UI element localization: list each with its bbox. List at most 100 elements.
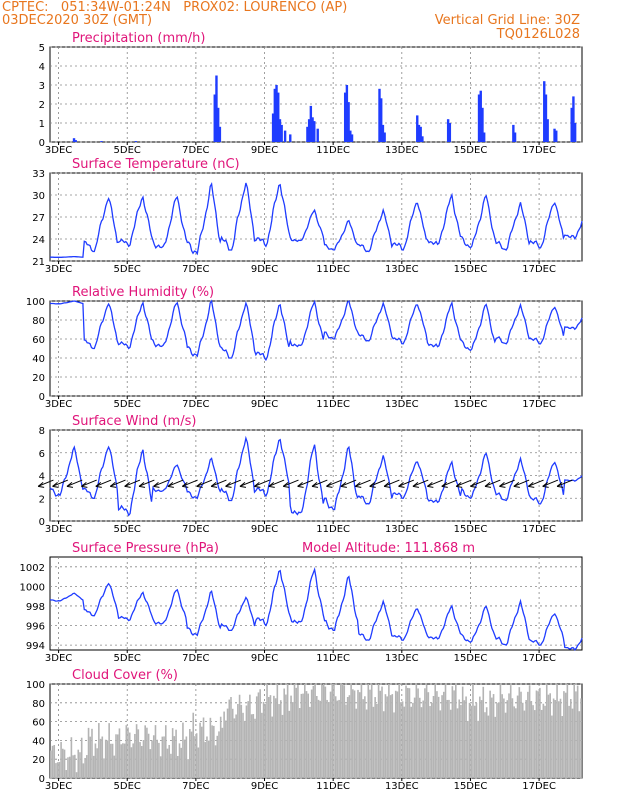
y-tick-label: 1002	[20, 563, 45, 574]
cloud-bar	[211, 725, 213, 778]
cloud-bar	[367, 684, 370, 778]
cloud-bar	[240, 704, 243, 778]
cloud-bar	[377, 684, 380, 778]
cloud-bar	[173, 736, 176, 778]
precip-bar	[380, 98, 383, 142]
wind-arrow	[455, 479, 472, 487]
cloud-bar	[527, 691, 529, 778]
cloud-bar	[549, 693, 551, 778]
cloud-bar	[201, 726, 203, 778]
x-tick-label: 15DEC	[454, 399, 488, 410]
cloud-bar	[532, 705, 534, 778]
cloud-bar	[99, 738, 102, 778]
y-tick-label: 40	[32, 354, 45, 365]
cloud-bar	[298, 708, 301, 778]
cloud-bar	[437, 696, 440, 778]
cloud-bar	[352, 689, 354, 778]
cloud-bar	[441, 695, 443, 778]
panel-title: Surface Temperature (nC)	[72, 157, 240, 172]
cloud-bar	[123, 743, 126, 778]
wind-arrowhead	[340, 481, 347, 488]
cloud-bar	[434, 684, 437, 778]
precip-bar	[482, 132, 486, 142]
cloud-bar	[341, 684, 344, 778]
cloud-bar	[460, 704, 462, 778]
x-tick-label: 15DEC	[454, 524, 488, 535]
cloud-bar	[254, 718, 256, 778]
cloud-bar	[62, 748, 64, 778]
cloud-bar	[98, 723, 100, 778]
cloud-bar	[233, 718, 236, 778]
precip-bar	[283, 130, 287, 142]
wind-arrow	[297, 479, 314, 487]
cloud-bar	[350, 684, 352, 778]
series-line	[50, 182, 583, 258]
cloud-bar	[463, 700, 466, 778]
cloud-bar	[274, 698, 277, 778]
precip-bar	[309, 105, 313, 142]
cloud-bar	[340, 684, 342, 778]
wind-arrow	[441, 479, 458, 487]
precip-bar	[316, 128, 319, 142]
wind-arrowhead	[412, 481, 420, 488]
cloud-bar	[336, 700, 339, 778]
panel-frame	[49, 300, 583, 397]
cloud-bar	[171, 728, 174, 778]
cloud-bar	[458, 699, 461, 778]
precip-bar	[479, 90, 482, 142]
cloud-bar	[439, 710, 442, 778]
y-tick-label: 5	[39, 43, 45, 54]
cloud-bar	[575, 691, 577, 778]
y-tick-label: 6	[39, 449, 45, 460]
cloud-bar	[391, 694, 394, 778]
cloud-bar	[228, 699, 231, 778]
cloud-bar	[451, 686, 454, 778]
precip-bar	[378, 88, 381, 142]
cloud-bar	[382, 711, 385, 778]
cloud-bar	[503, 698, 505, 778]
cloud-bar	[115, 734, 117, 778]
cloud-bar	[467, 720, 469, 778]
cloud-bar	[580, 698, 582, 778]
cloud-bar	[51, 745, 54, 778]
cloud-bar	[125, 725, 128, 778]
y-tick-label: 20	[32, 755, 45, 766]
x-tick-label: 11DEC	[316, 145, 350, 156]
y-tick-label: 0	[39, 774, 45, 785]
x-tick-label: 17DEC	[522, 264, 556, 275]
precip-bar	[544, 94, 548, 142]
x-tick-label: 3DEC	[45, 145, 72, 156]
cloud-bar	[252, 714, 255, 778]
cloud-bar	[154, 725, 157, 778]
cloud-bar	[521, 702, 524, 778]
wind-arrowhead	[181, 481, 189, 488]
wind-arrow	[470, 479, 487, 487]
cloud-bar	[453, 690, 455, 778]
cloud-bar	[190, 731, 193, 778]
cloud-bar	[479, 696, 481, 778]
cloud-bar	[290, 695, 292, 778]
cloud-bar	[207, 740, 210, 778]
y-tick-label: 40	[32, 736, 45, 747]
cloud-bar	[358, 692, 361, 778]
cloud-bar	[235, 714, 237, 778]
wind-arrowhead	[455, 481, 463, 488]
cloud-bar	[250, 714, 253, 778]
x-tick-label: 9DEC	[251, 653, 278, 664]
precip-bar	[553, 128, 556, 142]
precip-bar	[481, 107, 484, 142]
y-tick-label: 0	[39, 138, 45, 149]
precip-bar	[383, 132, 386, 142]
cloud-bar	[63, 749, 66, 778]
wind-arrow	[268, 479, 285, 487]
cloud-bar	[394, 690, 397, 778]
cloud-bar	[120, 744, 122, 778]
wind-arrow	[283, 479, 299, 487]
cloud-bar	[573, 684, 576, 778]
x-tick-label: 13DEC	[385, 781, 419, 792]
cloud-bar	[168, 744, 171, 778]
cloud-bar	[231, 708, 234, 778]
precip-bar	[417, 124, 421, 142]
cloud-bar	[223, 711, 225, 778]
precip-bar	[277, 92, 280, 142]
